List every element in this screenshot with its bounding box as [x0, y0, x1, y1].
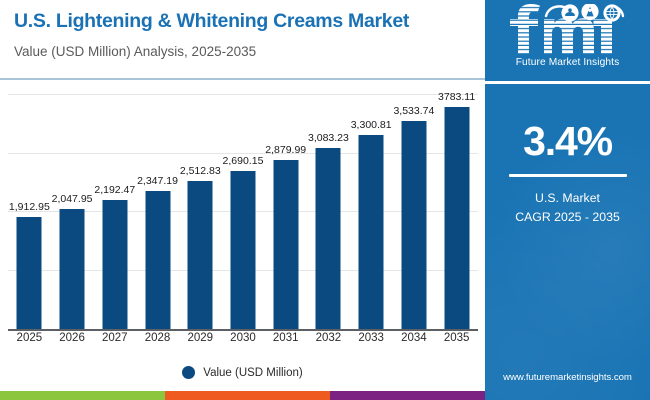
page-title: U.S. Lightening & Whitening Creams Marke… — [14, 10, 410, 32]
fmi-logo-mark — [502, 2, 634, 56]
x-axis-tick: 2031 — [272, 332, 299, 344]
fmi-logo-caption: Future Market Insights — [515, 57, 620, 68]
color-strip — [0, 391, 485, 400]
x-axis-tick: 2030 — [230, 332, 256, 344]
bar-series: 1,912.95 2,047.95 2,192.47 2,347.19 2,512.83… — [8, 82, 478, 330]
bar-slot: 3,533.74 — [393, 82, 436, 329]
bar-slot: 2,047.95 — [51, 82, 94, 329]
bar[interactable] — [145, 190, 171, 329]
bar[interactable] — [187, 181, 213, 329]
chart-header: U.S. Lightening & Whitening Creams Marke… — [0, 0, 485, 78]
bar-slot: 3,083.23 — [307, 82, 350, 329]
x-axis-labels: 2025 2026 2027 2028 2029 2030 2031 2032 2033 2034… — [8, 332, 478, 354]
panel-divider — [485, 81, 650, 84]
x-axis-tick: 2033 — [358, 332, 384, 344]
chart-subtitle: Value (USD Million) Analysis, 2025-2035 — [14, 44, 257, 59]
bar[interactable] — [315, 147, 341, 329]
bar[interactable] — [59, 208, 85, 329]
color-strip-segment — [165, 391, 330, 400]
fmi-logo: Future Market Insights — [485, 2, 650, 78]
color-strip-segment — [0, 391, 165, 400]
bar-value-label: 3783.11 — [438, 90, 476, 103]
gridline — [8, 93, 478, 95]
brand-website-url: www.futuremarketinsights.com — [503, 372, 632, 383]
x-axis-line — [8, 329, 478, 331]
bar-slot: 3,300.81 — [350, 82, 393, 329]
bar-slot: 2,879.99 — [264, 82, 307, 329]
bar[interactable] — [273, 159, 299, 329]
bar[interactable] — [358, 134, 384, 329]
bar-value-label: 2,347.19 — [137, 174, 178, 187]
legend-label: Value (USD Million) — [203, 366, 303, 379]
bar-slot: 2,347.19 — [136, 82, 179, 329]
x-axis-tick: 2034 — [401, 332, 427, 344]
bar-value-label: 1,912.95 — [8, 200, 50, 213]
bar-value-label: 2,690.15 — [222, 154, 264, 167]
plot-area: 1,912.95 2,047.95 2,192.47 2,347.19 2,512.83… — [0, 82, 485, 331]
cagr-value: 3.4% — [523, 118, 613, 164]
cagr-period-label: CAGR 2025 - 2035 — [515, 209, 620, 224]
bar[interactable] — [401, 121, 427, 329]
x-axis-tick: 2035 — [443, 332, 470, 344]
bar-slot: 2,192.47 — [93, 82, 136, 329]
cagr-region-label: U.S. Market — [535, 190, 600, 205]
bar[interactable] — [16, 216, 42, 329]
x-axis-tick: 2028 — [144, 332, 171, 344]
cagr-block: 3.4% U.S. Market CAGR 2025 - 2035 — [485, 118, 650, 227]
bar-value-label: 2,512.83 — [179, 165, 221, 178]
chart-legend: Value (USD Million) — [0, 366, 485, 379]
x-axis-tick: 2025 — [16, 332, 43, 344]
brand-panel: Future Market Insights 3.4% U.S. Market … — [485, 0, 650, 400]
bar-slot: 2,690.15 — [222, 82, 265, 329]
chart-panel: U.S. Lightening & Whitening Creams Marke… — [0, 0, 485, 400]
bar-value-label: 2,879.99 — [265, 143, 307, 156]
gridline — [8, 152, 478, 154]
bar-slot: 3783.11 — [435, 82, 478, 329]
bar[interactable] — [444, 106, 470, 329]
bar-value-label: 3,533.74 — [393, 105, 435, 118]
bar-value-label: 3,083.23 — [307, 131, 349, 144]
x-axis-tick: 2026 — [59, 332, 85, 344]
cagr-divider — [508, 174, 627, 177]
color-strip-segment — [330, 391, 485, 400]
legend-marker-icon — [182, 366, 196, 379]
x-axis-tick: 2027 — [102, 332, 128, 344]
bar[interactable] — [102, 200, 128, 329]
bar-value-label: 2,047.95 — [51, 192, 93, 205]
x-axis-tick: 2029 — [187, 332, 214, 344]
header-divider — [0, 78, 485, 80]
x-axis-tick: 2032 — [315, 332, 342, 344]
bar-value-label: 3,300.81 — [350, 118, 392, 131]
bar-slot: 2,512.83 — [179, 82, 222, 329]
bar-value-label: 2,192.47 — [94, 184, 136, 197]
bar-slot: 1,912.95 — [8, 82, 51, 329]
bar[interactable] — [230, 170, 256, 329]
